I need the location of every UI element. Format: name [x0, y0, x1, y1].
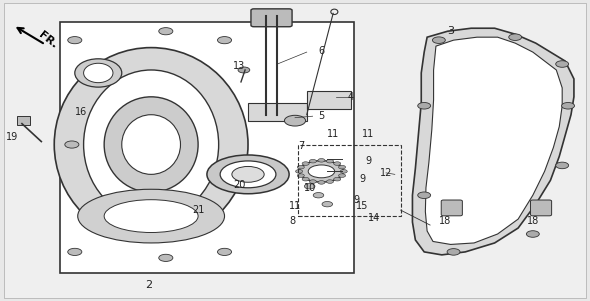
- Circle shape: [284, 115, 306, 126]
- Text: 15: 15: [356, 201, 369, 211]
- Circle shape: [159, 28, 173, 35]
- Circle shape: [562, 102, 575, 109]
- Circle shape: [334, 162, 341, 165]
- Text: 8: 8: [289, 216, 295, 225]
- Text: 20: 20: [233, 180, 245, 190]
- FancyBboxPatch shape: [307, 91, 351, 109]
- Circle shape: [318, 181, 325, 184]
- Text: 4: 4: [348, 92, 354, 102]
- Circle shape: [418, 192, 431, 199]
- Circle shape: [322, 201, 333, 207]
- Text: 21: 21: [192, 205, 204, 215]
- Ellipse shape: [78, 189, 225, 243]
- Circle shape: [418, 102, 431, 109]
- Circle shape: [556, 61, 569, 67]
- Circle shape: [556, 162, 569, 169]
- Circle shape: [218, 37, 232, 44]
- Ellipse shape: [84, 70, 219, 219]
- Ellipse shape: [104, 97, 198, 192]
- Circle shape: [218, 248, 232, 256]
- Text: 6: 6: [319, 45, 324, 56]
- Circle shape: [447, 249, 460, 255]
- Circle shape: [339, 165, 346, 169]
- Circle shape: [313, 193, 324, 198]
- Circle shape: [297, 165, 304, 169]
- Text: FR.: FR.: [37, 30, 59, 50]
- Circle shape: [302, 162, 309, 165]
- Ellipse shape: [207, 155, 289, 194]
- Text: 18: 18: [438, 216, 451, 225]
- Circle shape: [340, 169, 348, 173]
- Circle shape: [326, 180, 333, 183]
- Circle shape: [509, 34, 522, 40]
- Circle shape: [68, 37, 82, 44]
- FancyBboxPatch shape: [17, 116, 30, 125]
- Circle shape: [432, 37, 445, 43]
- Text: 9: 9: [353, 195, 360, 205]
- Text: 11: 11: [327, 129, 339, 139]
- Text: 11: 11: [289, 201, 301, 211]
- Circle shape: [334, 177, 341, 181]
- Text: 10: 10: [304, 183, 316, 193]
- Circle shape: [318, 159, 325, 162]
- Text: 9: 9: [359, 174, 366, 184]
- Ellipse shape: [84, 63, 113, 83]
- Circle shape: [326, 160, 333, 163]
- Circle shape: [296, 169, 303, 173]
- Circle shape: [302, 177, 309, 181]
- Circle shape: [309, 160, 316, 163]
- Text: 11: 11: [362, 129, 375, 139]
- Text: 16: 16: [74, 107, 87, 117]
- Text: 12: 12: [380, 168, 392, 178]
- Ellipse shape: [54, 48, 248, 241]
- Text: 14: 14: [368, 213, 381, 223]
- Polygon shape: [425, 37, 562, 244]
- Circle shape: [339, 174, 346, 177]
- Text: 9: 9: [365, 156, 372, 166]
- Ellipse shape: [220, 161, 276, 188]
- Circle shape: [159, 254, 173, 262]
- Text: 19: 19: [6, 132, 18, 142]
- Circle shape: [526, 231, 539, 237]
- Ellipse shape: [104, 200, 198, 232]
- Circle shape: [238, 67, 250, 73]
- Circle shape: [304, 184, 315, 189]
- FancyBboxPatch shape: [4, 3, 586, 298]
- Circle shape: [68, 248, 82, 256]
- Ellipse shape: [75, 59, 122, 87]
- FancyBboxPatch shape: [60, 22, 354, 273]
- Text: 5: 5: [318, 111, 325, 121]
- Text: 3: 3: [447, 26, 454, 36]
- Circle shape: [309, 180, 316, 183]
- Ellipse shape: [299, 161, 343, 182]
- Text: 13: 13: [233, 61, 245, 70]
- Polygon shape: [412, 28, 574, 255]
- Text: 18: 18: [527, 216, 539, 225]
- Ellipse shape: [122, 115, 181, 174]
- Text: 7: 7: [298, 141, 304, 151]
- Ellipse shape: [308, 165, 335, 178]
- FancyBboxPatch shape: [248, 103, 307, 121]
- Ellipse shape: [232, 166, 264, 182]
- FancyBboxPatch shape: [530, 200, 552, 216]
- Text: 2: 2: [145, 280, 152, 290]
- Circle shape: [65, 141, 79, 148]
- Circle shape: [297, 174, 304, 177]
- FancyBboxPatch shape: [441, 200, 463, 216]
- FancyBboxPatch shape: [251, 9, 292, 27]
